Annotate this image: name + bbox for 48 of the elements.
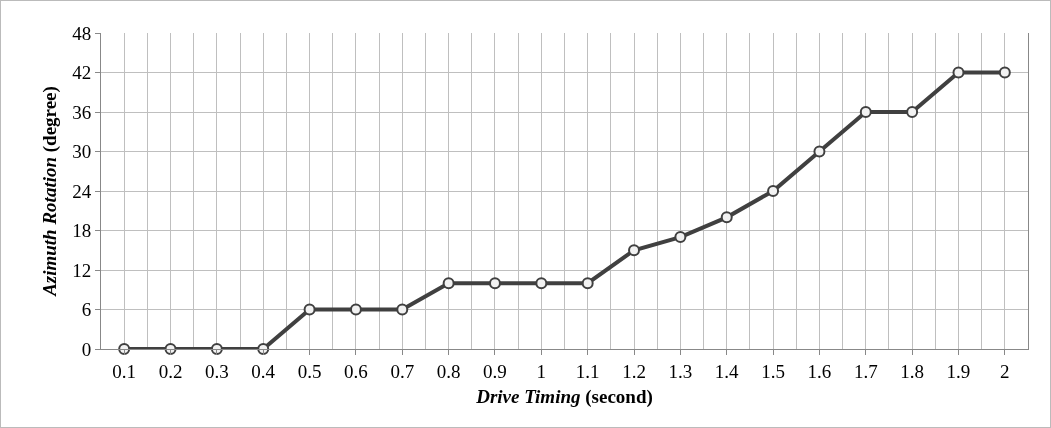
x-tick-label: 0.9 bbox=[483, 360, 507, 382]
y-tick-label: 18 bbox=[72, 220, 92, 242]
x-tick-label: 0.7 bbox=[390, 360, 415, 382]
point bbox=[767, 185, 780, 197]
x-tick-label: 1.7 bbox=[853, 360, 878, 382]
x-tick-label: 1.1 bbox=[575, 360, 600, 382]
x-tick-label: 1.6 bbox=[807, 360, 832, 382]
y-tick-label: 12 bbox=[72, 259, 92, 281]
y-tick-label: 24 bbox=[72, 180, 92, 202]
x-tick-label: 1 bbox=[536, 360, 547, 382]
x-tick-label: 0.5 bbox=[297, 360, 322, 382]
point bbox=[118, 343, 131, 355]
point bbox=[488, 277, 501, 290]
point bbox=[998, 66, 1011, 79]
point bbox=[535, 277, 548, 290]
x-tick-label: 1.9 bbox=[946, 360, 971, 382]
x-tick-label: 0.4 bbox=[251, 360, 276, 382]
x-tick-label: 2 bbox=[1000, 360, 1010, 382]
y-tick-label: 42 bbox=[72, 62, 92, 84]
point bbox=[952, 66, 965, 79]
point bbox=[303, 303, 316, 316]
x-tick-label: 0.8 bbox=[436, 360, 461, 382]
x-tick-label: 1.2 bbox=[622, 360, 646, 382]
point bbox=[628, 244, 641, 257]
x-axis-title: Drive Timing (second) bbox=[475, 385, 653, 408]
point bbox=[674, 231, 687, 244]
point bbox=[906, 106, 919, 118]
point bbox=[581, 277, 594, 290]
x-tick-label: 1.4 bbox=[714, 360, 740, 382]
x-tick-label: 0.3 bbox=[205, 360, 229, 382]
x-tick-label: 1.3 bbox=[668, 360, 693, 382]
point bbox=[813, 145, 826, 158]
x-tick-label: 1.5 bbox=[761, 360, 785, 382]
y-tick-label: 36 bbox=[72, 101, 92, 123]
y-tick-label: 48 bbox=[72, 22, 92, 44]
point bbox=[396, 303, 409, 316]
point bbox=[349, 303, 362, 316]
x-tick-label: 0.6 bbox=[344, 360, 368, 382]
x-tick-label: 1.8 bbox=[900, 360, 925, 382]
y-tick-label: 30 bbox=[72, 141, 92, 163]
point bbox=[859, 106, 872, 118]
y-axis-title: Azimuth Rotation (degree) bbox=[39, 86, 62, 297]
point bbox=[720, 211, 733, 224]
x-tick-label: 0.1 bbox=[112, 360, 137, 382]
point bbox=[442, 277, 455, 290]
y-tick-label: 6 bbox=[81, 299, 92, 321]
x-tick-label: 0.2 bbox=[158, 360, 183, 382]
y-tick-label: 0 bbox=[81, 338, 92, 360]
